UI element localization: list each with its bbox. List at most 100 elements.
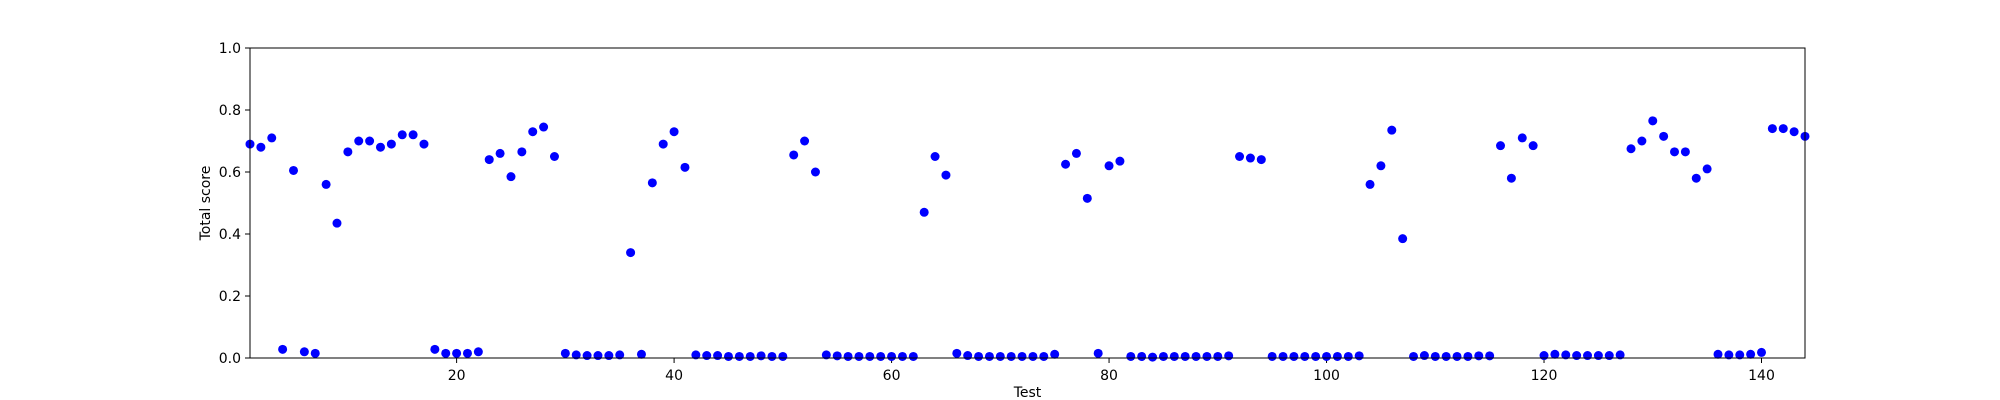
data-point — [1376, 161, 1386, 171]
data-point — [1017, 351, 1027, 361]
y-tick-label: 0.4 — [219, 227, 241, 243]
data-point — [1289, 351, 1299, 361]
data-point — [386, 139, 396, 149]
data-point — [1659, 131, 1669, 141]
data-point — [1604, 351, 1614, 361]
data-point — [778, 351, 788, 361]
data-point — [1071, 148, 1081, 158]
data-point — [1506, 173, 1516, 183]
data-point — [517, 147, 527, 157]
data-point — [1148, 352, 1158, 362]
data-point — [919, 207, 929, 217]
data-point — [528, 127, 538, 137]
data-point — [1126, 351, 1136, 361]
data-point — [1191, 351, 1201, 361]
data-point — [1474, 351, 1484, 361]
x-tick-label: 20 — [448, 368, 466, 384]
data-point — [1517, 133, 1527, 143]
data-point — [745, 351, 755, 361]
data-point — [1767, 124, 1777, 134]
data-point — [1713, 349, 1723, 359]
data-point — [1430, 351, 1440, 361]
plot-area-frame — [249, 47, 1806, 359]
data-point — [332, 218, 342, 228]
data-point — [1626, 144, 1636, 154]
data-point — [713, 351, 723, 361]
data-points — [245, 116, 1810, 362]
data-point — [897, 351, 907, 361]
data-point — [473, 347, 483, 357]
data-point — [636, 349, 646, 359]
data-point — [1680, 147, 1690, 157]
data-point — [756, 351, 766, 361]
y-tick-label: 0.8 — [219, 103, 241, 119]
data-point — [1343, 351, 1353, 361]
data-point — [1637, 136, 1647, 146]
data-point — [278, 344, 288, 354]
data-point — [419, 139, 429, 149]
data-point — [1735, 350, 1745, 360]
data-point — [506, 172, 516, 182]
data-point — [984, 351, 994, 361]
data-point — [288, 165, 298, 175]
data-point — [876, 351, 886, 361]
data-point — [854, 351, 864, 361]
data-point — [843, 351, 853, 361]
data-point — [1202, 351, 1212, 361]
data-point — [1670, 147, 1680, 157]
data-point — [1332, 351, 1342, 361]
data-point — [974, 351, 984, 361]
x-tick-label: 40 — [665, 368, 683, 384]
y-tick-label: 0.0 — [219, 351, 241, 367]
data-point — [560, 348, 570, 358]
data-point — [1158, 351, 1168, 361]
data-point — [1615, 350, 1625, 360]
data-point — [1115, 156, 1125, 166]
data-point — [887, 351, 897, 361]
data-point — [702, 351, 712, 361]
data-point — [1104, 161, 1114, 171]
y-axis-label: Total score — [198, 166, 214, 242]
data-point — [441, 348, 451, 358]
x-tick-label: 60 — [883, 368, 901, 384]
data-point — [1365, 179, 1375, 189]
data-point — [310, 348, 320, 358]
data-point — [343, 147, 353, 157]
data-point — [1419, 351, 1429, 361]
data-point — [1256, 155, 1266, 165]
data-point — [1061, 159, 1071, 169]
data-point — [582, 351, 592, 361]
data-point — [375, 142, 385, 152]
data-point — [930, 152, 940, 161]
data-point — [647, 178, 657, 188]
x-tick-label: 140 — [1748, 368, 1775, 384]
data-point — [267, 133, 277, 143]
data-point — [484, 155, 494, 165]
y-axis-ticks: 0.0 0.2 0.4 0.6 0.8 1.0 — [219, 41, 250, 367]
data-point — [952, 348, 962, 358]
data-point — [1757, 347, 1767, 357]
data-point — [1485, 351, 1495, 361]
data-point — [1583, 351, 1593, 361]
data-point — [908, 351, 918, 361]
data-point — [800, 136, 810, 146]
data-point — [593, 351, 603, 361]
data-point — [1746, 349, 1756, 359]
data-point — [832, 351, 842, 361]
data-point — [1528, 141, 1538, 151]
data-point — [789, 150, 799, 160]
data-point — [571, 350, 581, 360]
data-point — [1648, 116, 1658, 126]
data-point — [1452, 351, 1462, 361]
x-tick-label: 80 — [1100, 368, 1118, 384]
data-point — [1322, 351, 1332, 361]
data-point — [1539, 351, 1549, 361]
data-point — [408, 130, 418, 140]
data-point — [995, 351, 1005, 361]
data-point — [734, 351, 744, 361]
data-point — [1441, 351, 1451, 361]
data-point — [1213, 351, 1223, 361]
data-point — [1387, 125, 1397, 135]
data-point — [354, 136, 364, 146]
